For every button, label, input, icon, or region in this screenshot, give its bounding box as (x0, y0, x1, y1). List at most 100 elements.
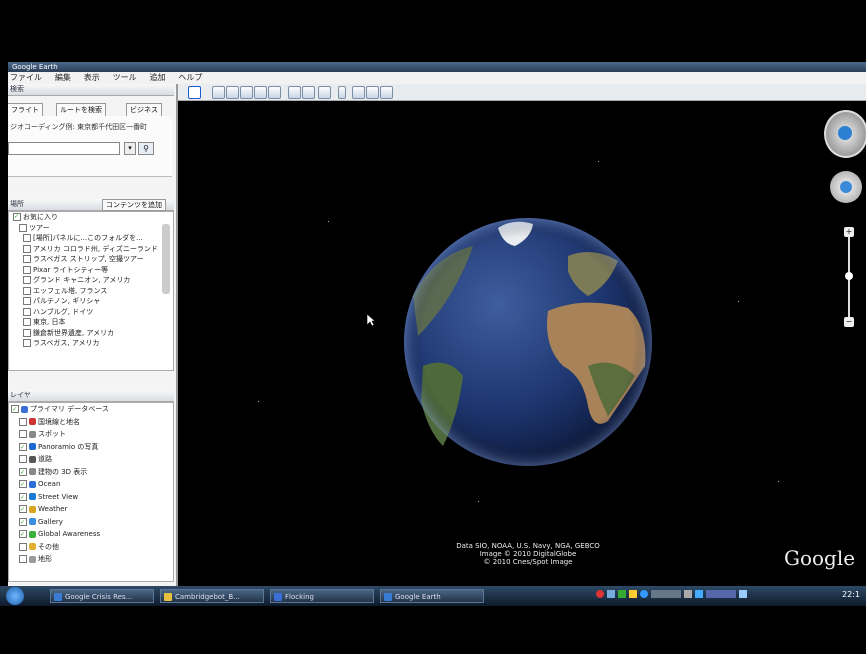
hide-sidebar-button[interactable] (188, 86, 201, 99)
checkbox[interactable] (19, 480, 27, 488)
tab-businesses[interactable]: ビジネス (126, 103, 162, 117)
tray-icon[interactable] (618, 590, 626, 598)
places-item[interactable]: Pixar ライトシティー等 (9, 265, 173, 276)
checkbox[interactable] (23, 276, 31, 284)
task-crisis-response[interactable]: Google Crisis Res... (50, 589, 154, 603)
checkbox[interactable] (23, 265, 31, 274)
checkbox[interactable] (19, 430, 27, 438)
start-button[interactable] (6, 587, 24, 605)
layer-item[interactable]: プライマリ データベース (9, 403, 173, 416)
tray-icon[interactable] (695, 590, 703, 598)
menu-view[interactable]: 表示 (83, 73, 100, 82)
tray-icon[interactable] (651, 590, 681, 598)
checkbox[interactable] (19, 442, 27, 451)
search-input[interactable] (8, 142, 120, 155)
layer-item[interactable]: 地形 (9, 553, 173, 566)
places-item[interactable]: グランド キャニオン, アメリカ (9, 275, 173, 286)
tray-icon[interactable] (739, 590, 747, 598)
checkbox[interactable] (23, 255, 31, 263)
checkbox[interactable] (19, 492, 27, 501)
layer-item[interactable]: スポット (9, 428, 173, 441)
checkbox[interactable] (19, 455, 27, 463)
layer-item[interactable]: 建物の 3D 表示 (9, 466, 173, 479)
path-button[interactable] (240, 86, 253, 99)
menu-add[interactable]: 追加 (149, 73, 166, 82)
checkbox[interactable] (19, 517, 27, 526)
places-item[interactable]: アメリカ コロラド州, ディズニーランド (9, 244, 173, 255)
places-item[interactable]: エッフェル塔, フランス (9, 286, 173, 297)
layer-item[interactable]: Gallery (9, 516, 173, 529)
search-dropdown-button[interactable]: ▾ (124, 142, 136, 155)
places-item[interactable]: [場所]パネルに...このフォルダを... (9, 233, 173, 244)
menu-help[interactable]: ヘルプ (178, 73, 203, 82)
checkbox[interactable] (23, 318, 31, 326)
tray-icon[interactable] (607, 590, 615, 598)
menu-tools[interactable]: ツール (112, 73, 137, 82)
historical-imagery-button[interactable] (288, 86, 301, 99)
zoom-thumb[interactable] (845, 272, 853, 280)
menu-file[interactable]: ファイル (10, 73, 42, 82)
earth-3d-view[interactable]: + − Data SIO, NOAA, U.S. Navy, NGA, GEBC… (178, 101, 866, 586)
checkbox[interactable] (19, 555, 27, 563)
layer-item[interactable]: Street View (9, 491, 173, 504)
search-panel-header[interactable]: 検索 (8, 84, 174, 96)
tray-icon[interactable] (629, 590, 637, 598)
look-joystick[interactable] (824, 110, 866, 158)
layer-item[interactable]: 国境線と地名 (9, 416, 173, 429)
layers-panel-header[interactable]: レイヤ (8, 390, 174, 402)
move-joystick[interactable] (830, 171, 862, 203)
planets-button[interactable] (318, 86, 331, 99)
task-cambridgebot[interactable]: Cambridgebot_B... (160, 589, 264, 603)
sun-button[interactable] (302, 86, 315, 99)
add-content-button[interactable]: コンテンツを追加 (102, 199, 166, 211)
globe[interactable] (403, 216, 653, 468)
checkbox[interactable] (19, 505, 27, 513)
checkbox[interactable] (19, 542, 27, 551)
menu-edit[interactable]: 編集 (54, 73, 71, 82)
tab-fly-to[interactable]: フライト (8, 103, 43, 117)
places-item[interactable]: ツアー (9, 223, 173, 234)
record-tour-button[interactable] (268, 86, 281, 99)
image-overlay-button[interactable] (254, 86, 267, 99)
checkbox[interactable] (11, 405, 19, 413)
places-item[interactable]: ラスベガス ストリップ, 空撮ツアー (9, 254, 173, 265)
checkbox[interactable] (23, 286, 31, 295)
checkbox[interactable] (19, 417, 27, 426)
tray-icon[interactable] (640, 590, 648, 598)
zoom-slider[interactable]: + − (844, 227, 854, 327)
ruler-button[interactable] (338, 86, 346, 99)
layer-item[interactable]: その他 (9, 541, 173, 554)
print-button[interactable] (366, 86, 379, 99)
tab-find-directions[interactable]: ルートを検索 (56, 103, 106, 117)
task-flocking[interactable]: Flocking (270, 589, 374, 603)
places-item[interactable]: 東京, 日本 (9, 317, 173, 328)
checkbox[interactable] (23, 297, 31, 305)
checkbox[interactable] (19, 467, 27, 476)
checkbox[interactable] (13, 213, 21, 221)
polygon-button[interactable] (226, 86, 239, 99)
zoom-in-icon[interactable]: + (844, 227, 854, 237)
places-item[interactable]: パルテノン, ギリシャ (9, 296, 173, 307)
places-scrollbar[interactable] (162, 224, 170, 294)
layer-item[interactable]: Panoramio の写真 (9, 441, 173, 454)
zoom-out-icon[interactable]: − (844, 317, 854, 327)
checkbox[interactable] (23, 307, 31, 316)
checkbox[interactable] (23, 244, 31, 253)
tray-icon[interactable] (684, 590, 692, 598)
layer-item[interactable]: 道路 (9, 453, 173, 466)
tray-icon[interactable] (706, 590, 736, 598)
title-bar[interactable]: Google Earth (8, 62, 866, 72)
places-item[interactable]: お気に入り (9, 212, 173, 223)
email-button[interactable] (352, 86, 365, 99)
layer-item[interactable]: Global Awareness (9, 528, 173, 541)
checkbox[interactable] (19, 530, 27, 538)
view-in-maps-button[interactable] (380, 86, 393, 99)
search-button[interactable]: ⚲ (138, 142, 154, 155)
checkbox[interactable] (23, 234, 31, 242)
task-google-earth[interactable]: Google Earth (380, 589, 484, 603)
checkbox[interactable] (23, 328, 31, 337)
tray-icon[interactable] (596, 590, 604, 598)
placemark-button[interactable] (212, 86, 225, 99)
layer-item[interactable]: Ocean (9, 478, 173, 491)
checkbox[interactable] (23, 339, 31, 347)
